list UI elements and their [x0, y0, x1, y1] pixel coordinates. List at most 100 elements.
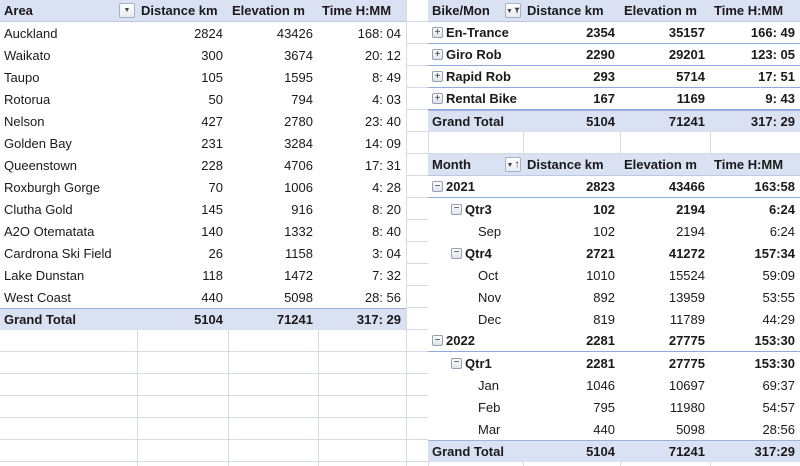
time-cell[interactable]: 4: 28	[372, 179, 401, 195]
grand-total-distance-cell[interactable]: 5104	[586, 114, 615, 129]
time-cell[interactable]: 163:58	[754, 179, 795, 194]
distance-cell[interactable]: 1046	[586, 377, 615, 393]
distance-cell[interactable]: 819	[593, 311, 615, 327]
expand-collapse-button[interactable]: −	[432, 181, 443, 192]
elevation-cell[interactable]: 1595	[284, 69, 313, 85]
row-label-cell[interactable]: Rotorua	[0, 88, 137, 110]
row-label-cell[interactable]: A2O Otematata	[0, 220, 137, 242]
filter-dropdown-button[interactable]: ▼	[119, 3, 135, 18]
row-label-cell[interactable]: Jan	[428, 374, 523, 396]
distance-cell[interactable]: 892	[593, 289, 615, 305]
distance-column-header[interactable]: Distance km	[527, 3, 604, 18]
time-cell[interactable]: 59:09	[762, 267, 795, 283]
row-label-cell[interactable]: Nov	[428, 286, 523, 308]
row-label-cell[interactable]: Waikato	[0, 44, 137, 66]
time-column-header[interactable]: Time H:MM	[322, 3, 392, 18]
elevation-cell[interactable]: 3674	[284, 47, 313, 63]
elevation-cell[interactable]: 15524	[668, 267, 705, 283]
time-cell[interactable]: 3: 04	[372, 245, 401, 261]
distance-cell[interactable]: 293	[593, 69, 615, 84]
elevation-cell[interactable]: 29201	[668, 47, 705, 62]
row-label-cell[interactable]: Lake Dunstan	[0, 264, 137, 286]
elevation-cell[interactable]: 27775	[668, 333, 705, 348]
elevation-cell[interactable]: 916	[291, 201, 313, 217]
grand-total-label-cell[interactable]: Grand Total	[0, 309, 137, 330]
time-cell[interactable]: 123: 05	[750, 47, 795, 62]
time-cell[interactable]: 6:24	[769, 223, 795, 239]
row-label-cell[interactable]: Taupo	[0, 66, 137, 88]
distance-cell[interactable]: 2824	[194, 25, 223, 41]
row-label-cell[interactable]: Queenstown	[0, 154, 137, 176]
distance-cell[interactable]: 440	[201, 289, 223, 305]
row-label-cell[interactable]: Oct	[428, 264, 523, 286]
time-column-header[interactable]: Time H:MM	[714, 157, 784, 172]
distance-cell[interactable]: 795	[593, 399, 615, 415]
expand-collapse-button[interactable]: +	[432, 93, 443, 104]
distance-cell[interactable]: 2290	[586, 47, 615, 62]
row-label-cell[interactable]: Roxburgh Gorge	[0, 176, 137, 198]
distance-cell[interactable]: 2721	[586, 245, 615, 261]
elevation-cell[interactable]: 1158	[285, 245, 313, 261]
elevation-cell[interactable]: 13959	[668, 289, 705, 305]
elevation-cell[interactable]: 10697	[668, 377, 705, 393]
elevation-cell[interactable]: 2780	[284, 113, 313, 129]
row-label-cell[interactable]: − Qtr4	[428, 242, 523, 264]
elevation-cell[interactable]: 1006	[284, 179, 313, 195]
expand-collapse-button[interactable]: −	[432, 335, 443, 346]
time-cell[interactable]: 8: 49	[372, 69, 401, 85]
elevation-cell[interactable]: 5714	[676, 69, 705, 84]
distance-cell[interactable]: 2281	[586, 355, 615, 371]
distance-cell[interactable]: 440	[593, 421, 615, 437]
expand-collapse-button[interactable]: −	[451, 357, 462, 369]
row-label-cell[interactable]: Dec	[428, 308, 523, 330]
elevation-cell[interactable]: 3284	[284, 135, 313, 151]
distance-cell[interactable]: 228	[201, 157, 223, 173]
time-cell[interactable]: 44:29	[762, 311, 795, 327]
distance-cell[interactable]: 140	[201, 223, 223, 239]
distance-cell[interactable]: 2281	[586, 333, 615, 348]
time-cell[interactable]: 69:37	[762, 377, 795, 393]
time-cell[interactable]: 9: 43	[765, 91, 795, 106]
row-label-cell[interactable]: Auckland	[0, 22, 137, 44]
time-column-header[interactable]: Time H:MM	[714, 3, 784, 18]
row-label-cell[interactable]: + Giro Rob	[428, 44, 523, 65]
distance-column-header[interactable]: Distance km	[527, 157, 604, 172]
elevation-cell[interactable]: 27775	[668, 355, 705, 371]
distance-cell[interactable]: 118	[202, 267, 223, 283]
distance-cell[interactable]: 50	[208, 91, 223, 107]
time-cell[interactable]: 4: 03	[372, 91, 401, 107]
grand-total-time-cell[interactable]: 317: 29	[356, 312, 401, 327]
row-label-cell[interactable]: + En-Trance	[428, 22, 523, 43]
expand-collapse-button[interactable]: −	[451, 203, 462, 215]
time-cell[interactable]: 6:24	[768, 201, 795, 217]
distance-cell[interactable]: 102	[593, 223, 615, 239]
elevation-cell[interactable]: 43426	[276, 25, 313, 41]
elevation-cell[interactable]: 11789	[669, 311, 705, 327]
grand-total-elevation-cell[interactable]: 71241	[668, 114, 705, 129]
distance-cell[interactable]: 427	[201, 113, 223, 129]
time-cell[interactable]: 166: 49	[750, 25, 795, 40]
row-label-cell[interactable]: − Qtr1	[428, 352, 523, 374]
expand-collapse-button[interactable]: +	[432, 71, 443, 82]
elevation-column-header[interactable]: Elevation m	[232, 3, 305, 18]
distance-cell[interactable]: 145	[201, 201, 223, 217]
time-cell[interactable]: 17: 31	[364, 157, 401, 173]
time-cell[interactable]: 8: 40	[372, 223, 401, 239]
grand-total-time-cell[interactable]: 317: 29	[750, 114, 795, 129]
area-field-header[interactable]: Area ▼	[0, 0, 137, 21]
grand-total-elevation-cell[interactable]: 71241	[668, 444, 705, 459]
row-label-cell[interactable]: − Qtr3	[428, 198, 523, 220]
time-cell[interactable]: 8: 20	[372, 201, 401, 217]
grand-total-distance-cell[interactable]: 5104	[194, 312, 223, 327]
row-label-cell[interactable]: − 2022	[428, 330, 523, 351]
distance-cell[interactable]: 2823	[586, 179, 615, 194]
distance-cell[interactable]: 105	[201, 69, 223, 85]
time-cell[interactable]: 153:30	[754, 355, 795, 371]
distance-column-header[interactable]: Distance km	[141, 3, 218, 18]
time-cell[interactable]: 14: 09	[364, 135, 401, 151]
time-cell[interactable]: 7: 32	[372, 267, 401, 283]
row-label-cell[interactable]: Mar	[428, 418, 523, 440]
distance-cell[interactable]: 70	[208, 179, 223, 195]
distance-cell[interactable]: 1010	[586, 267, 615, 283]
row-label-cell[interactable]: + Rapid Rob	[428, 66, 523, 87]
